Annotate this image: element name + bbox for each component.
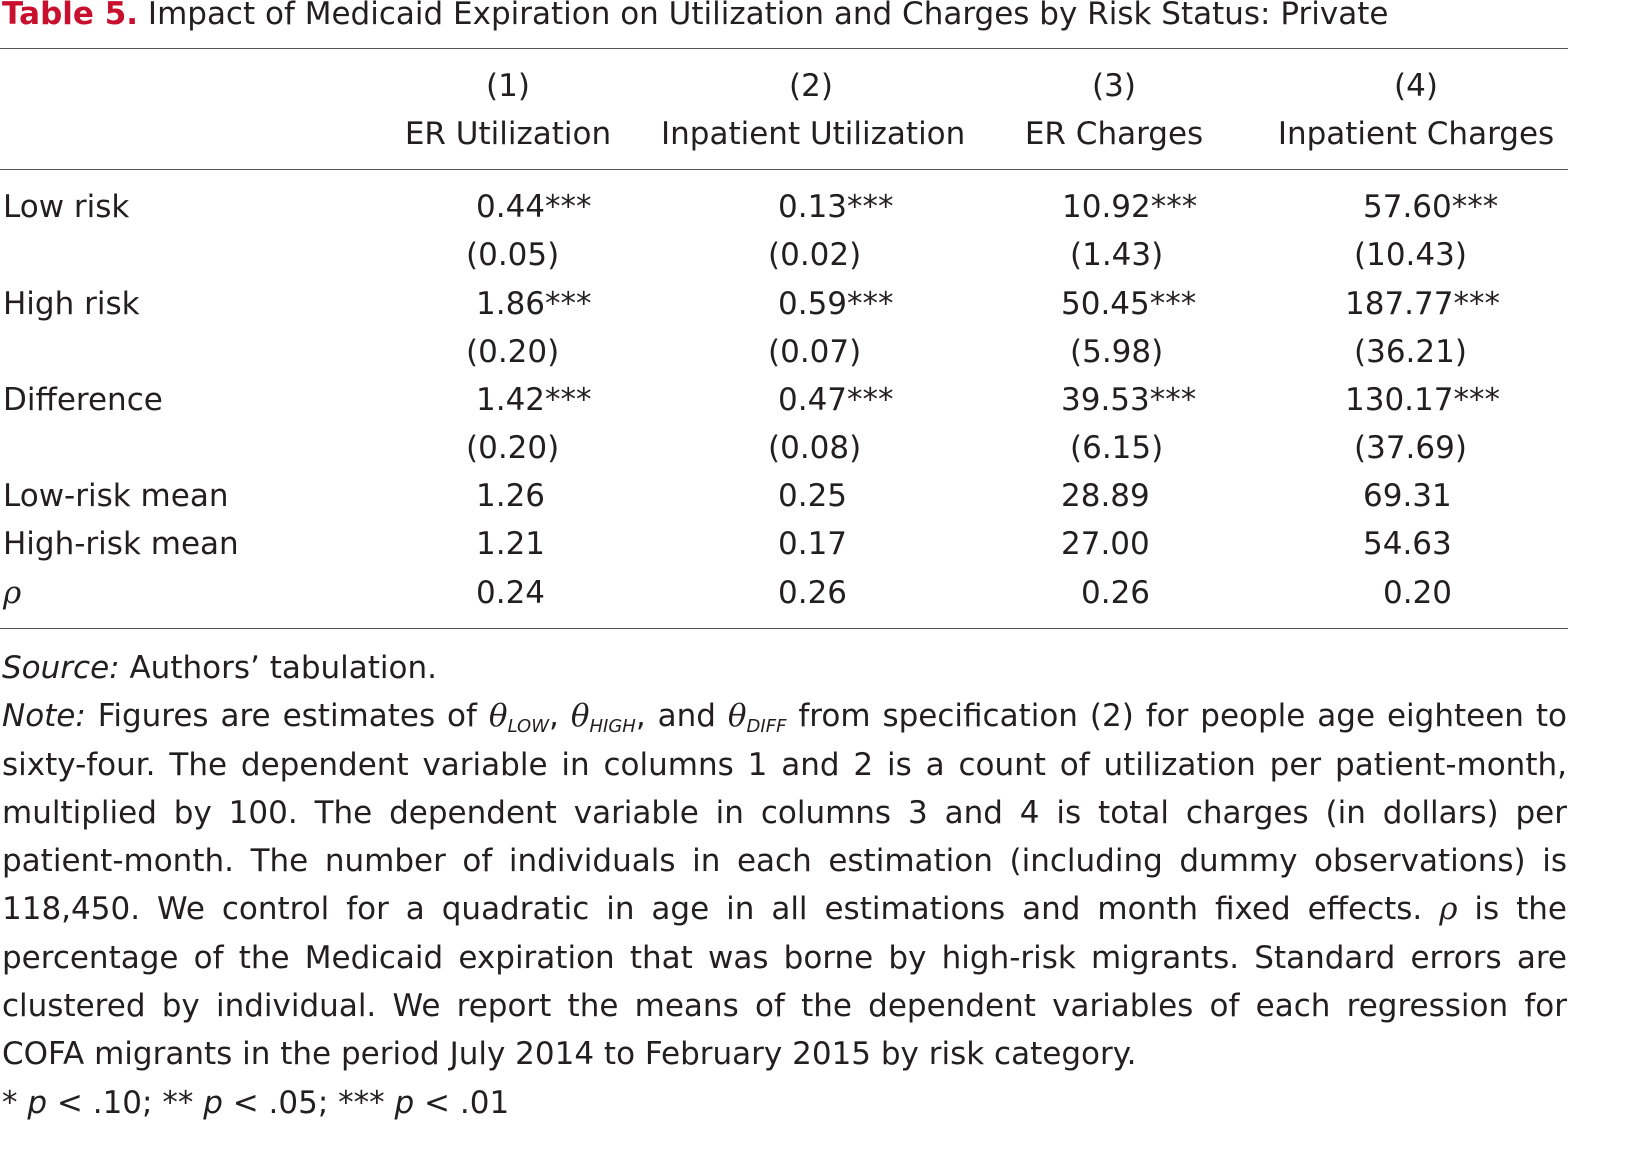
col-1-name: ER Utilization <box>404 116 612 152</box>
col-3-name: ER Charges <box>1024 116 1204 152</box>
cell-low-risk-se-col3: (1.43) <box>1070 237 1164 273</box>
cell-low-risk-mean-col3: 28.89 <box>1061 478 1150 514</box>
source-text: Authors’ tabulation. <box>129 650 438 686</box>
cell-rho-col1: 0.24 <box>476 575 546 611</box>
theta-high-subscript: HIGH <box>589 716 636 738</box>
cell-low-risk-col3: 10.92*** <box>1062 189 1198 225</box>
sig-p-2: p <box>203 1084 223 1121</box>
cell-difference-col3: 39.53*** <box>1061 382 1197 418</box>
row-label-low-risk-mean: Low-risk mean <box>3 478 229 514</box>
source-note: Source: Authors’ tabulation. <box>2 644 1567 692</box>
cell-difference-se-col2: (0.08) <box>768 430 862 466</box>
cell-low-risk-mean-col1: 1.26 <box>476 478 546 514</box>
note-paragraph: Note: Figures are estimates of θLOW, θHI… <box>2 692 1567 1078</box>
col-4-name: Inpatient Charges <box>1277 116 1555 152</box>
note-middle: from specification (2) for people age ei… <box>2 698 1567 928</box>
col-1-number: (1) <box>486 68 530 104</box>
significance-note: * p < .10; ** p < .05; *** p < .01 <box>2 1079 1567 1127</box>
note-comma-2: , <box>635 698 646 735</box>
cell-low-risk-col4: 57.60*** <box>1363 189 1499 225</box>
cell-high-risk-col1: 1.86*** <box>476 286 592 322</box>
sig-part-2: < .10; ** <box>47 1084 204 1121</box>
table-title: Impact of Medicaid Expiration on Utiliza… <box>147 0 1389 32</box>
cell-difference-col1: 1.42*** <box>476 382 592 418</box>
row-label-rho: ρ <box>3 575 22 611</box>
cell-difference-se-col1: (0.20) <box>466 430 560 466</box>
note-and: and <box>657 698 716 735</box>
sig-p-3: p <box>394 1084 415 1121</box>
cell-low-risk-se-col1: (0.05) <box>466 237 560 273</box>
cell-rho-col4: 0.20 <box>1383 575 1453 611</box>
cell-low-risk-mean-col2: 0.25 <box>778 478 848 514</box>
cell-difference-se-col4: (37.69) <box>1354 430 1467 466</box>
cell-rho-col3: 0.26 <box>1081 575 1151 611</box>
top-rule <box>0 48 1568 49</box>
table-label: Table 5. <box>2 0 139 32</box>
table-caption: Table 5. Impact of Medicaid Expiration o… <box>2 0 1388 34</box>
col-2-name: Inpatient Utilization <box>661 116 966 152</box>
rho-symbol: ρ <box>1439 891 1458 928</box>
cell-high-risk-mean-col2: 0.17 <box>778 526 848 562</box>
col-2-number: (2) <box>789 68 833 104</box>
source-label: Source: <box>2 650 120 686</box>
sig-part-1: * <box>2 1084 28 1121</box>
row-label-high-risk: High risk <box>3 286 140 322</box>
row-label-difference: Difference <box>3 382 163 418</box>
cell-low-risk-col2: 0.13*** <box>778 189 894 225</box>
row-label-high-risk-mean: High-risk mean <box>3 526 239 562</box>
table-notes: Source: Authors’ tabulation. Note: Figur… <box>2 644 1567 1127</box>
sig-part-4: < .01 <box>414 1084 510 1121</box>
cell-low-risk-col1: 0.44*** <box>476 189 592 225</box>
cell-high-risk-mean-col3: 27.00 <box>1061 526 1150 562</box>
bottom-rule <box>0 628 1568 629</box>
cell-high-risk-mean-col1: 1.21 <box>476 526 546 562</box>
note-end: is the percentage of the Medicaid expira… <box>2 891 1568 1073</box>
cell-high-risk-se-col4: (36.21) <box>1354 334 1467 370</box>
cell-rho-col2: 0.26 <box>778 575 848 611</box>
theta-low-subscript: LOW <box>507 716 550 738</box>
note-lead: Figures are estimates of <box>97 698 477 735</box>
header-rule <box>0 169 1568 170</box>
cell-high-risk-se-col3: (5.98) <box>1070 334 1164 370</box>
cell-difference-col2: 0.47*** <box>778 382 894 418</box>
col-3-number: (3) <box>1092 68 1136 104</box>
theta-diff-symbol: θ <box>727 698 747 735</box>
cell-low-risk-se-col4: (10.43) <box>1354 237 1467 273</box>
theta-low-symbol: θ <box>488 698 508 735</box>
cell-high-risk-mean-col4: 54.63 <box>1363 526 1452 562</box>
note-label: Note: <box>2 698 86 735</box>
cell-high-risk-col3: 50.45*** <box>1061 286 1197 322</box>
cell-difference-col4: 130.17*** <box>1345 382 1500 418</box>
theta-diff-subscript: DIFF <box>746 716 787 738</box>
cell-high-risk-col4: 187.77*** <box>1345 286 1500 322</box>
sig-p-1: p <box>27 1084 48 1121</box>
cell-difference-se-col3: (6.15) <box>1070 430 1164 466</box>
cell-high-risk-se-col1: (0.20) <box>466 334 560 370</box>
cell-low-risk-se-col2: (0.02) <box>768 237 862 273</box>
cell-high-risk-col2: 0.59*** <box>778 286 894 322</box>
row-label-low-risk: Low risk <box>3 189 130 225</box>
sig-part-3: < .05; *** <box>222 1084 395 1121</box>
cell-high-risk-se-col2: (0.07) <box>768 334 862 370</box>
theta-high-symbol: θ <box>570 698 590 735</box>
cell-low-risk-mean-col4: 69.31 <box>1363 478 1452 514</box>
note-comma-1: , <box>549 698 559 735</box>
col-4-number: (4) <box>1394 68 1438 104</box>
